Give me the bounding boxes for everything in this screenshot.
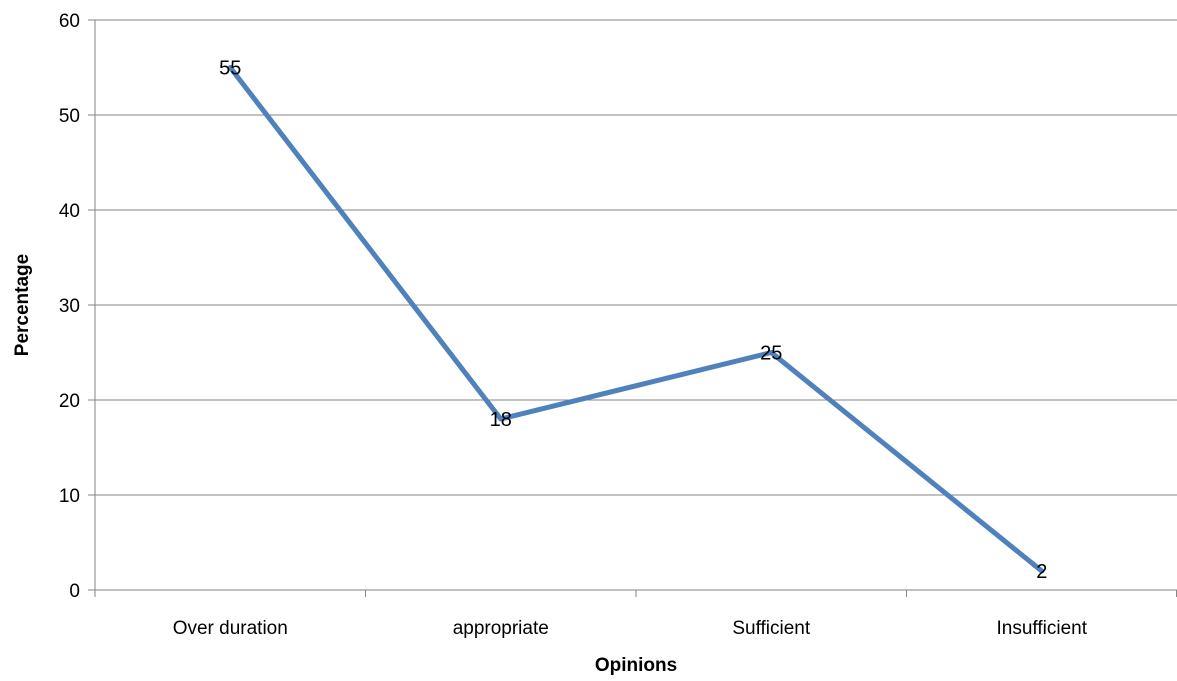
data-labels: 55 18 25 2 xyxy=(219,58,1047,584)
x-axis-title: Opinions xyxy=(595,655,677,676)
data-label: 55 xyxy=(219,58,241,80)
axes xyxy=(88,20,1177,597)
x-tick-labels: Over duration appropriate Sufficient Insuff… xyxy=(173,618,1088,639)
x-tick-label: appropriate xyxy=(453,618,549,639)
y-tick-label: 50 xyxy=(59,106,80,127)
y-tick-label: 40 xyxy=(59,201,80,222)
y-tick-label: 0 xyxy=(69,581,80,602)
y-tick-label: 30 xyxy=(59,296,80,317)
y-tick-labels: 0 10 20 30 40 50 60 xyxy=(59,11,80,602)
y-tick-label: 20 xyxy=(59,391,80,412)
data-label: 25 xyxy=(760,343,782,365)
data-label: 2 xyxy=(1036,561,1047,583)
gridlines xyxy=(95,20,1177,495)
y-tick-label: 10 xyxy=(59,486,80,507)
x-tick-label: Insufficient xyxy=(997,618,1088,639)
y-tick-label: 60 xyxy=(59,11,80,32)
x-tick-label: Over duration xyxy=(173,618,288,639)
data-label: 18 xyxy=(490,409,512,431)
x-tick-label: Sufficient xyxy=(732,618,811,639)
y-axis-title: Percentage xyxy=(12,254,33,356)
